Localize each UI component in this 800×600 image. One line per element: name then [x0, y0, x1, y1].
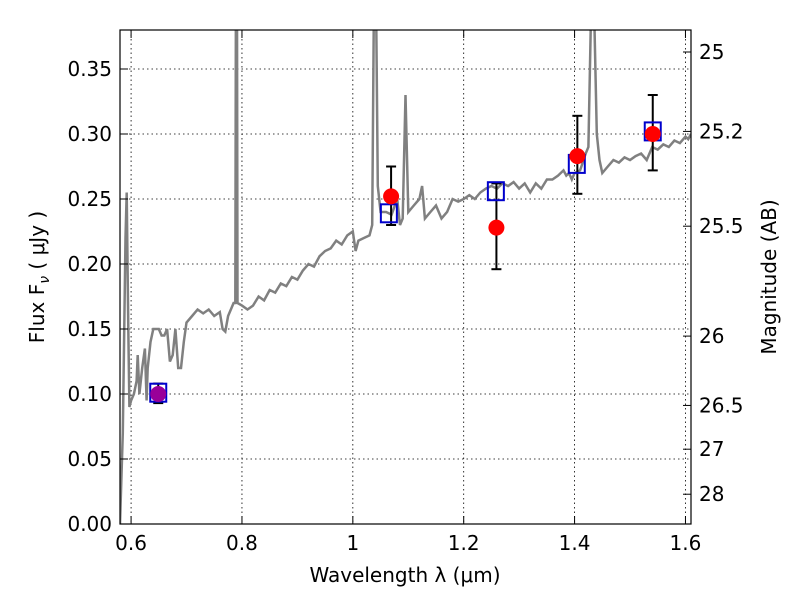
y-tick-label: 0.15 [67, 317, 112, 341]
y-axis-title-unit: ( μJy ) [25, 211, 49, 276]
observed-photometry-point [644, 126, 661, 142]
right-axis-ticks: 25 25.2 25.5 26 26.5 27 28 [683, 40, 744, 506]
model-photometry-square [379, 203, 398, 224]
model-photometry-square [486, 181, 505, 202]
x-tick-label: 1.6 [670, 531, 702, 555]
x-tick-label: 1.4 [559, 531, 591, 555]
y-axis-title-main: Flux F [25, 284, 49, 343]
right-tick-label: 25.5 [699, 214, 744, 238]
right-tick-label: 27 [699, 437, 724, 461]
model-spectrum-line [120, 30, 691, 524]
highlight-photometry-point [150, 386, 167, 402]
y-axis-title-subscript: ν [37, 276, 53, 284]
right-axis-title: Magnitude (AB) [757, 199, 781, 354]
y-tick-label: 0.25 [67, 187, 112, 211]
y-tick-label: 0.00 [67, 512, 112, 536]
y-tick-label: 0.30 [67, 122, 112, 146]
right-tick-label: 25.2 [699, 119, 744, 143]
x-tick-label: 0.8 [226, 531, 258, 555]
x-tick-label: 0.6 [115, 531, 147, 555]
y-tick-label: 0.35 [67, 57, 112, 81]
x-tick-label: 1.2 [448, 531, 480, 555]
y-tick-label: 0.10 [67, 382, 112, 406]
right-tick-label: 25 [699, 40, 724, 64]
data-markers [149, 121, 662, 403]
observed-photometry-point [383, 188, 400, 205]
x-tick-label: 1 [346, 531, 359, 555]
right-tick-label: 26.5 [699, 393, 744, 417]
x-axis-title: Wavelength λ (μm) [309, 563, 500, 587]
plot-frame [119, 29, 692, 525]
x-axis-ticks: 0.6 0.8 1 1.2 1.4 1.6 [115, 30, 701, 555]
y-axis-ticks: 0.00 0.05 0.10 0.15 0.20 0.25 0.30 0.35 [67, 57, 128, 536]
plot-area [120, 30, 691, 524]
observed-photometry-point [569, 148, 586, 165]
y-tick-label: 0.20 [67, 252, 112, 276]
observed-photometry-point [488, 219, 505, 236]
y-axis-title: Flux Fν ( μJy ) [25, 211, 53, 343]
y-tick-label: 0.05 [67, 447, 112, 471]
right-tick-label: 26 [699, 324, 724, 348]
right-tick-label: 28 [699, 482, 724, 506]
